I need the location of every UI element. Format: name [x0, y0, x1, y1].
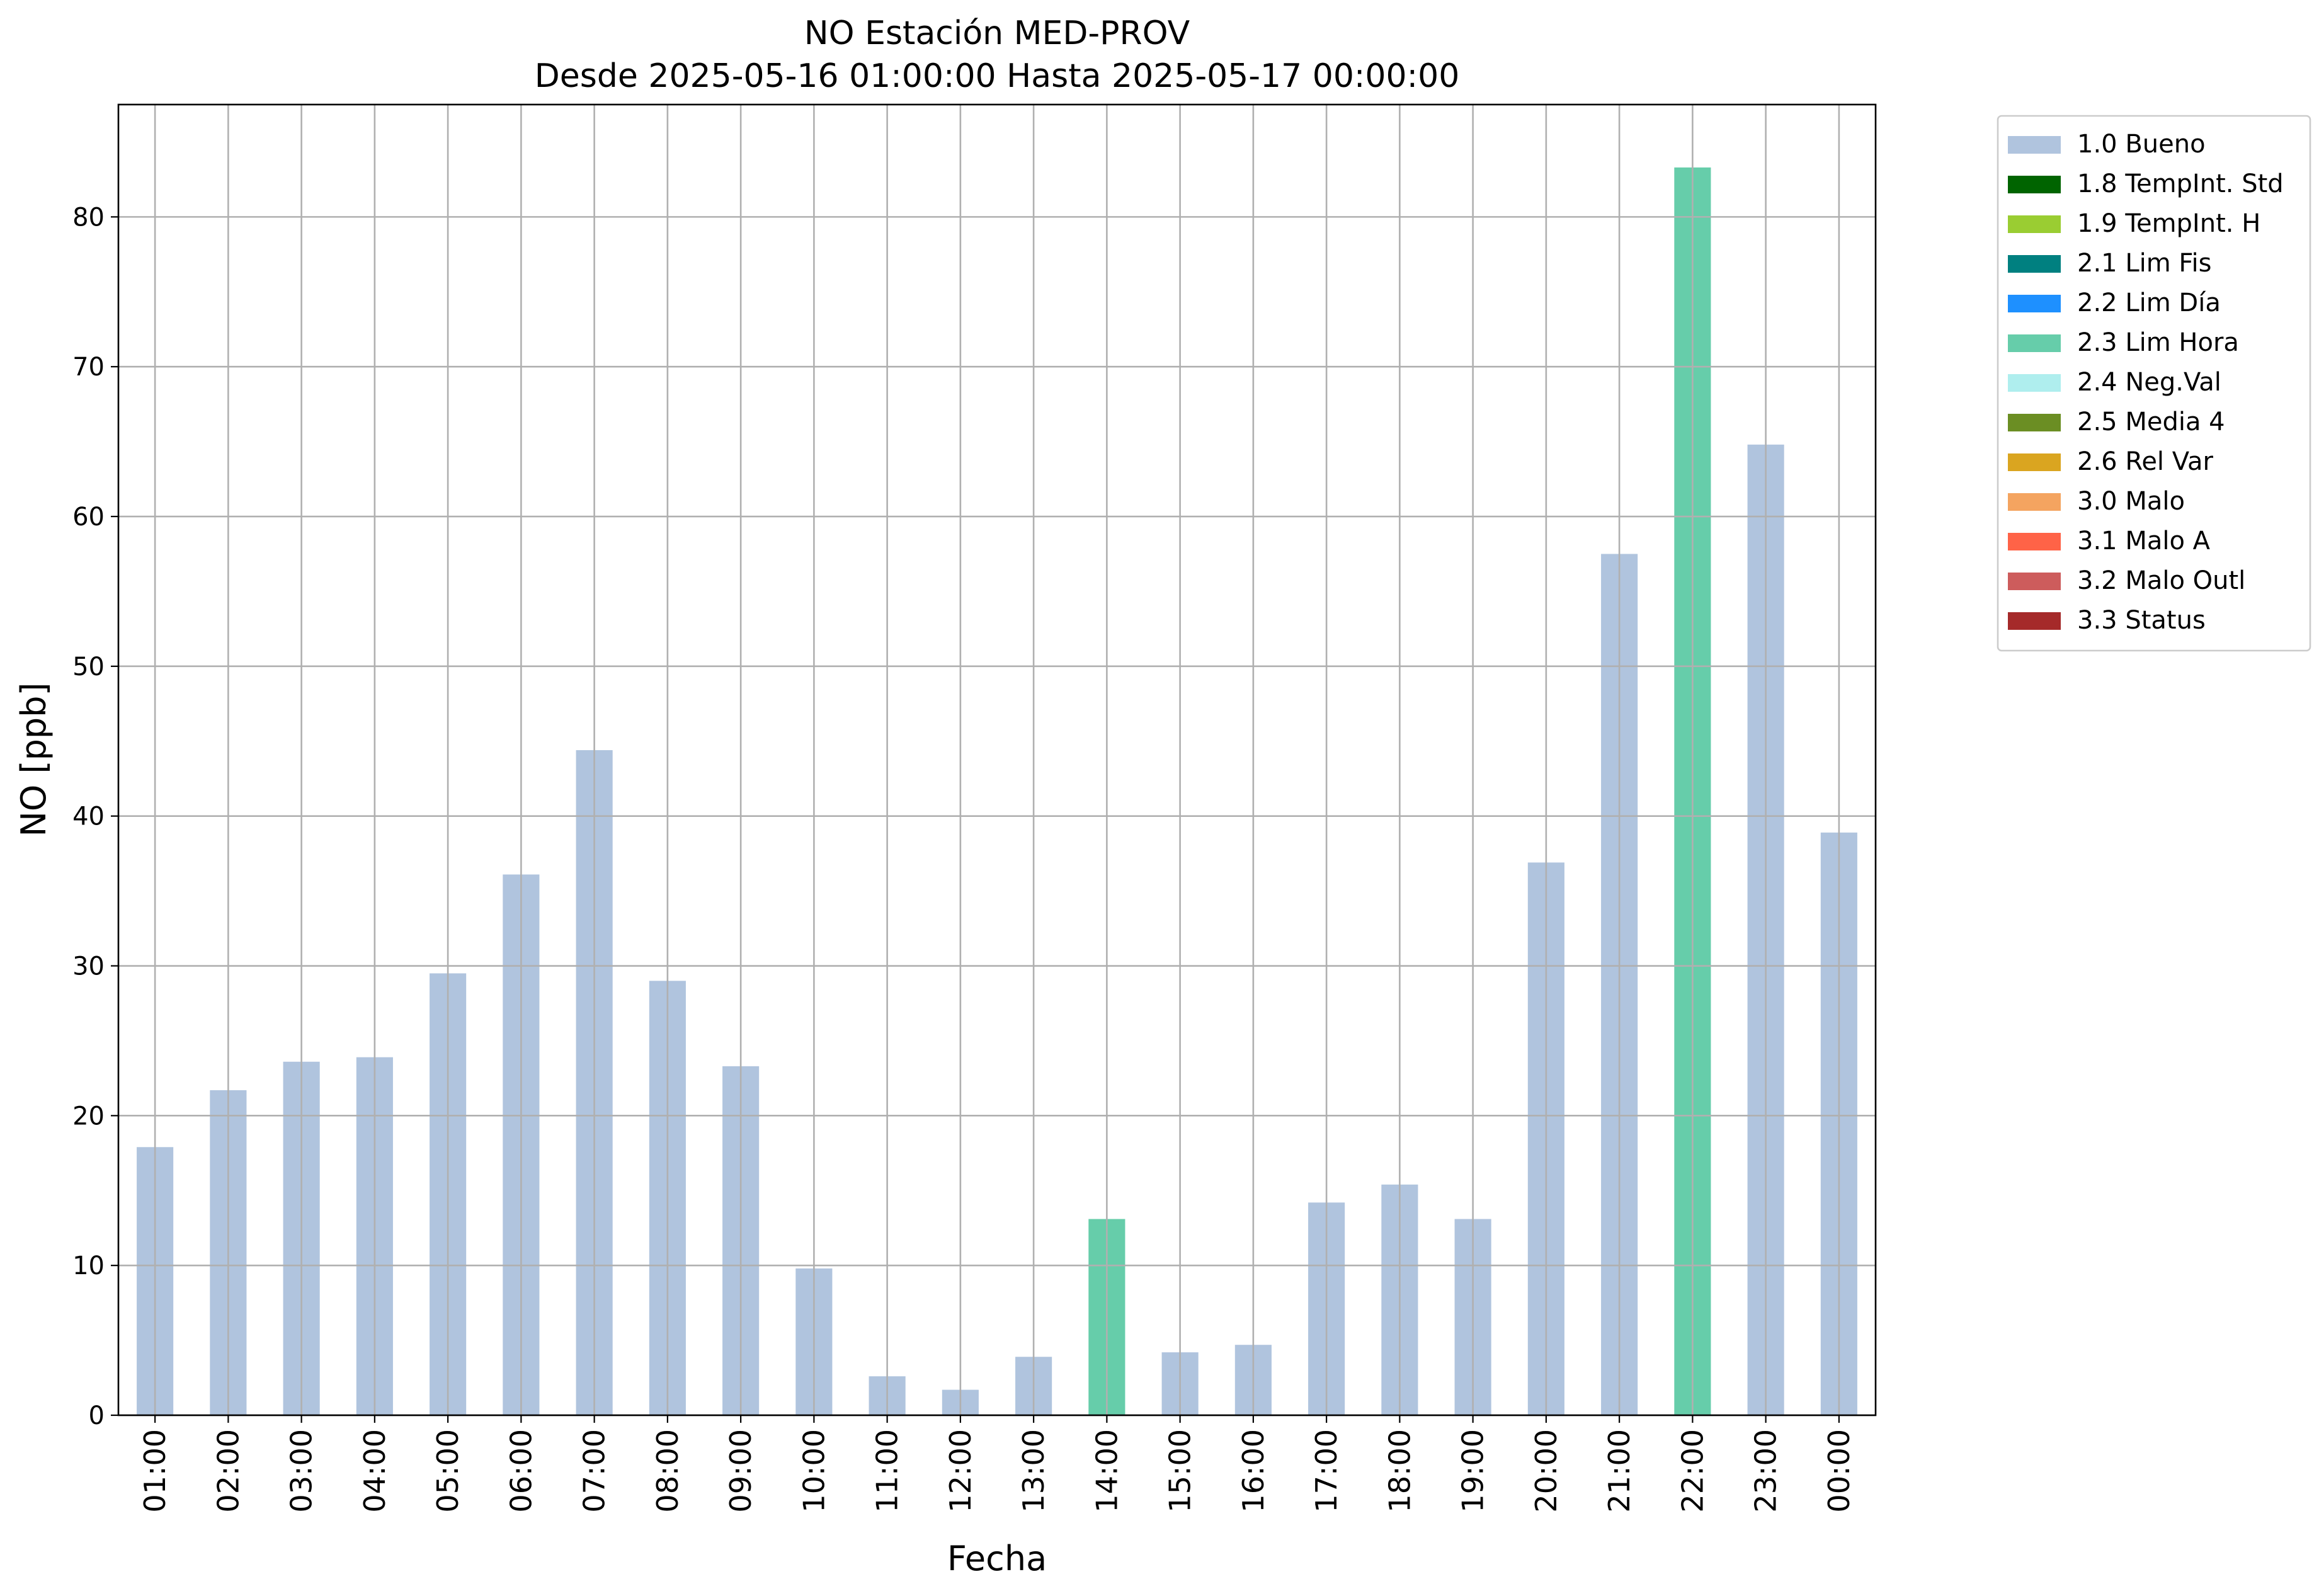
y-tick-label: 70 [72, 353, 105, 382]
legend-swatch [2008, 374, 2061, 392]
legend-label: 2.2 Lim Día [2077, 288, 2221, 317]
y-axis-label: NO [ppb] [14, 682, 54, 836]
legend-swatch [2008, 136, 2061, 154]
grid [118, 105, 1876, 1416]
chart-subtitle: Desde 2025-05-16 01:00:00 Hasta 2025-05-… [535, 57, 1460, 95]
legend-swatch [2008, 533, 2061, 550]
legend-swatch [2008, 295, 2061, 312]
x-tick-label: 09:00 [724, 1429, 758, 1513]
x-tick-label: 17:00 [1309, 1429, 1343, 1513]
y-tick-label: 50 [72, 653, 105, 681]
legend-label: 1.0 Bueno [2077, 130, 2206, 159]
chart-title: NO Estación MED-PROV [804, 14, 1190, 52]
y-axis-ticks: 0 10 20 30 40 50 60 70 80 [72, 203, 118, 1430]
x-tick-label: 01:00 [138, 1429, 172, 1513]
y-tick-label: 80 [72, 203, 105, 232]
legend-label: 2.5 Media 4 [2077, 408, 2225, 436]
legend-label: 1.9 TempInt. H [2077, 209, 2260, 238]
plot-frame [117, 103, 1877, 1416]
x-tick-label: 15:00 [1163, 1429, 1197, 1513]
x-axis-ticks: 01:00 02:00 03:00 04:00 05:00 06:00 07:00 08:00… [138, 1415, 1856, 1513]
x-tick-label: 00:00 [1822, 1429, 1856, 1513]
legend-label: 3.1 Malo A [2077, 527, 2211, 556]
y-tick-label: 60 [72, 503, 105, 532]
x-tick-label: 06:00 [504, 1429, 538, 1513]
legend-swatch [2008, 176, 2061, 193]
y-tick-label: 0 [89, 1401, 105, 1430]
x-tick-label: 03:00 [285, 1429, 319, 1513]
legend-label: 3.2 Malo Outl [2077, 566, 2245, 595]
y-tick-label: 40 [72, 802, 105, 831]
x-tick-label: 12:00 [943, 1429, 977, 1513]
legend-label: 2.3 Lim Hora [2077, 328, 2239, 357]
x-tick-label: 20:00 [1529, 1429, 1563, 1513]
legend-label: 2.6 Rel Var [2077, 447, 2214, 476]
x-tick-label: 08:00 [651, 1429, 685, 1513]
x-tick-label: 21:00 [1602, 1429, 1636, 1513]
legend-swatch [2008, 573, 2061, 590]
legend-label: 3.0 Malo [2077, 487, 2185, 516]
x-tick-label: 16:00 [1236, 1429, 1270, 1513]
x-tick-label: 13:00 [1017, 1429, 1051, 1513]
x-axis-label: Fecha [947, 1539, 1047, 1578]
x-tick-label: 02:00 [211, 1429, 245, 1513]
legend: 1.0 Bueno 1.8 TempInt. Std 1.9 TempInt. H 2… [1997, 115, 2311, 652]
x-tick-label: 04:00 [358, 1429, 392, 1513]
legend-swatch [2008, 414, 2061, 431]
x-tick-label: 11:00 [870, 1429, 904, 1513]
legend-label: 3.3 Status [2077, 606, 2206, 635]
x-tick-label: 05:00 [431, 1429, 465, 1513]
legend-label: 2.4 Neg.Val [2077, 368, 2221, 397]
legend-label: 1.8 TempInt. Std [2077, 169, 2284, 198]
x-tick-label: 10:00 [797, 1429, 831, 1513]
x-tick-label: 14:00 [1090, 1429, 1124, 1513]
y-tick-label: 10 [72, 1251, 105, 1280]
legend-swatch [2008, 255, 2061, 273]
x-tick-label: 07:00 [578, 1429, 612, 1513]
legend-swatch [2008, 334, 2061, 352]
legend-swatch [2008, 493, 2061, 511]
bars [137, 167, 1857, 1416]
x-tick-label: 22:00 [1675, 1429, 1709, 1513]
x-tick-label: 18:00 [1382, 1429, 1416, 1513]
y-tick-label: 20 [72, 1102, 105, 1131]
legend-frame [1997, 115, 2311, 652]
x-tick-label: 23:00 [1749, 1429, 1783, 1513]
x-tick-label: 19:00 [1456, 1429, 1490, 1513]
y-tick-label: 30 [72, 952, 105, 981]
legend-swatch [2008, 612, 2061, 630]
legend-swatch [2008, 215, 2061, 233]
legend-swatch [2008, 453, 2061, 471]
legend-label: 2.1 Lim Fis [2077, 249, 2211, 278]
